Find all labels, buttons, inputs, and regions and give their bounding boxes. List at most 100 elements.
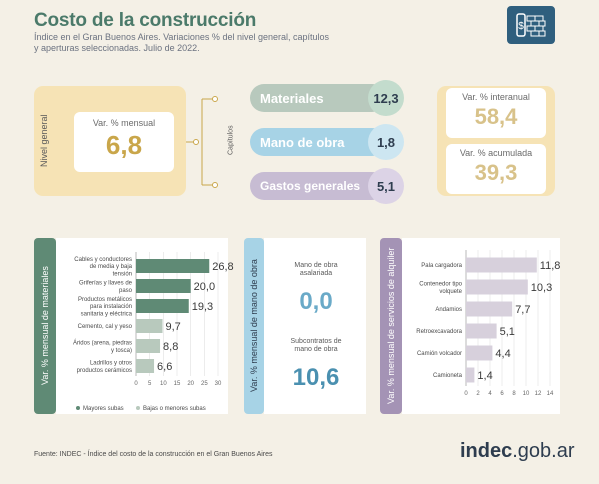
category-label-line: y tosca) (111, 348, 132, 354)
bar (136, 299, 189, 313)
indec-brand-bold: indec (460, 440, 513, 462)
bar-value-label: 20,0 (194, 281, 215, 293)
category-label: Griferías y llaves de paso (79, 281, 133, 294)
nivel-general-side-label: Nivel general (39, 114, 49, 168)
category-label-line: Camioneta (433, 373, 463, 379)
nivel-general-box-label: Var. % mensual (92, 118, 156, 128)
bar (466, 323, 497, 339)
bar-value-label: 6,6 (157, 361, 172, 373)
bar-value-label: 26,8 (212, 261, 233, 273)
category-label: Camioneta (433, 373, 463, 379)
category-label: Contenedor tipo volquete (419, 282, 462, 295)
alquiler-chart: 0 2 4 6 8 10 12 14 11,8 Pala cargadora 10,3 Contene… (416, 250, 560, 397)
alquiler-side-bar (380, 238, 402, 414)
materiales-side-bar (34, 238, 56, 414)
bar (136, 339, 161, 353)
bar-value-label: 5,1 (500, 326, 515, 338)
category-label-line: Retroexcavadora (416, 329, 462, 335)
legend-label: Bajas o menores subas (143, 406, 206, 412)
tick-label: 6 (500, 391, 504, 397)
category-label-line: Camión volcador (417, 351, 462, 357)
bar (136, 319, 163, 333)
category-label: Productos metálicos para instalación sanit… (78, 297, 133, 317)
interanual-box: Var. % interanual 58,4 (446, 88, 546, 138)
asalariada-value: 0,0 (299, 288, 333, 315)
bar (136, 259, 210, 273)
category-label-line: paso (119, 288, 133, 294)
capitulo-materiales-pill: Materiales (250, 84, 386, 112)
category-label-line: sanitaria y eléctrica (81, 311, 133, 317)
indec-brand: indec.gob.ar (460, 440, 575, 463)
tick-label: 4 (488, 391, 492, 397)
bar-value-label: 10,3 (531, 282, 552, 294)
mano-obra-area (264, 238, 366, 414)
tick-label: 30 (215, 381, 222, 387)
bar (466, 367, 475, 383)
category-label-line: Contenedor tipo (419, 282, 462, 288)
tick-label: 20 (187, 381, 194, 387)
acumulada-label: Var. % acumulada (459, 148, 533, 158)
asalariada-label: Mano de obra asalariada (294, 262, 338, 277)
footer-source: Fuente: INDEC - Índice del costo de la c… (34, 451, 273, 458)
category-label-line: Cemento, cal y yeso (78, 324, 133, 330)
legend-label: Mayores subas (83, 406, 124, 412)
bar (136, 279, 191, 293)
capitulo-mano-obra-pill: Mano de obra (250, 128, 386, 156)
bar-value-label: 7,7 (515, 304, 530, 316)
nivel-general-box: Var. % mensual 6,8 (74, 112, 174, 172)
bar-value-label: 19,3 (192, 301, 213, 313)
mano-obra-side-label: Var. % mensual de mano de obra (249, 259, 259, 393)
bar-value-label: 1,4 (477, 370, 492, 382)
tick-label: 25 (201, 381, 208, 387)
mano-obra-side-bar (244, 238, 264, 414)
interanual-label: Var. % interanual (462, 92, 530, 102)
capitulo-materiales-value: 12,3 (368, 80, 404, 116)
category-label: Ladrillos y otros productos cerámicos (77, 361, 132, 374)
tick-label: 15 (174, 381, 181, 387)
subcontratos-label: Subcontratos de mano de obra (290, 338, 342, 353)
category-label: Camión volcador (417, 351, 462, 357)
bar (466, 301, 513, 317)
capitulo-gastos-pill: Gastos generales (250, 172, 386, 200)
category-label: Andamios (435, 307, 462, 313)
subcontratos-value: 10,6 (292, 364, 340, 391)
category-label: Áridos (arena, piedras y tosca) (73, 340, 132, 354)
capitulo-mano-obra-value: 1,8 (368, 124, 404, 160)
tick-label: 2 (476, 391, 480, 397)
category-label: Pala cargadora (421, 263, 462, 269)
capitulo-gastos-label: Gastos generales (260, 179, 361, 193)
tick-label: 5 (148, 381, 152, 387)
page-title: Costo de la construcción (34, 10, 257, 31)
bar (466, 279, 528, 295)
category-label: Cables y conductores de media y baja tensi… (74, 257, 132, 277)
bar-value-label: 9,7 (166, 321, 181, 333)
bar-value-label: 11,8 (540, 260, 560, 272)
category-label-line: productos cerámicos (77, 368, 132, 374)
capitulos-side-label: Capítulos (227, 125, 235, 155)
capitulos-connector (186, 96, 218, 188)
category-label: Retroexcavadora (416, 329, 462, 335)
category-label-line: Griferías y llaves de (79, 281, 133, 287)
indec-brand-rest: .gob.ar (512, 440, 575, 462)
materiales-side-label: Var. % mensual de materiales (40, 266, 50, 386)
bar-value-label: 4,4 (495, 348, 510, 360)
alquiler-side-label: Var. % mensual de servicios de alquiler (386, 247, 396, 405)
tick-label: 10 (523, 391, 530, 397)
page-subtitle: Índice en el Gran Buenos Aires. Variacio… (34, 32, 330, 53)
materiales-chart: 0 5 10 15 20 25 30 26,8 Cables y conductores de m… (73, 252, 234, 412)
capitulo-materiales-label: Materiales (260, 90, 324, 106)
acumulada-box: Var. % acumulada 39,3 (446, 144, 546, 194)
legend-marker (76, 406, 80, 410)
capitulo-gastos-value: 5,1 (368, 168, 404, 204)
tick-label: 0 (464, 391, 468, 397)
category-label-line: para instalación (90, 304, 132, 310)
category-label-line: de media y baja (90, 264, 133, 270)
category-label-line: Andamios (435, 307, 462, 313)
category-label: Cemento, cal y yeso (78, 324, 133, 330)
legend-marker (136, 406, 140, 410)
interanual-value: 58,4 (474, 104, 518, 129)
tick-label: 8 (512, 391, 516, 397)
acumulada-value: 39,3 (474, 160, 518, 185)
category-label-line: Pala cargadora (421, 263, 462, 269)
category-label-line: volquete (439, 289, 462, 295)
